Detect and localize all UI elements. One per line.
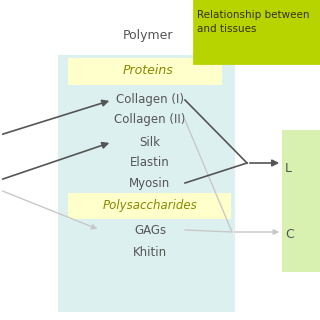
Text: Silk: Silk <box>140 135 161 148</box>
Text: Polysaccharides: Polysaccharides <box>103 199 197 212</box>
Text: Elastin: Elastin <box>130 156 170 170</box>
Text: Relationship between
and tissues: Relationship between and tissues <box>197 10 309 34</box>
Text: L: L <box>285 162 292 174</box>
Text: Proteins: Proteins <box>123 65 173 77</box>
Bar <box>68 193 231 219</box>
Text: Myosin: Myosin <box>129 177 171 189</box>
Bar <box>58 55 235 312</box>
Bar <box>68 58 222 85</box>
Bar <box>194 0 320 63</box>
Text: Khitin: Khitin <box>133 245 167 259</box>
Text: GAGs: GAGs <box>134 223 166 236</box>
Text: C: C <box>285 228 294 242</box>
Text: Collagen (II): Collagen (II) <box>114 114 186 126</box>
Text: Polymer: Polymer <box>123 28 173 42</box>
Text: Collagen (I): Collagen (I) <box>116 93 184 107</box>
Bar <box>282 130 320 272</box>
